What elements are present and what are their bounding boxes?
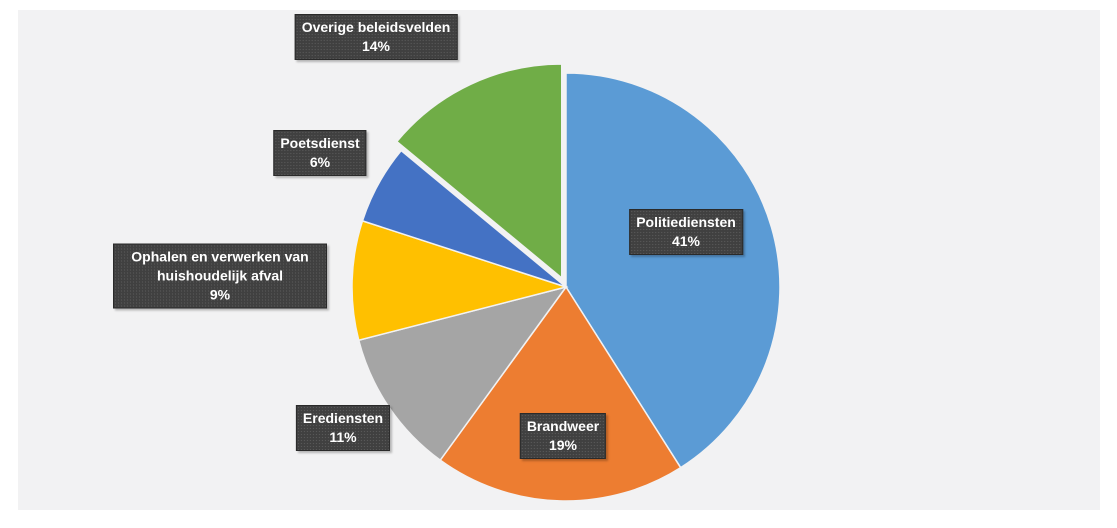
pie-slice	[439, 285, 682, 502]
category-label: Politiediensten	[636, 214, 736, 230]
value-label: 11%	[329, 429, 357, 445]
value-label: 6%	[309, 154, 331, 170]
category-label: Brandweer	[526, 418, 600, 434]
category-label: Overige beleidsvelden	[301, 19, 451, 35]
data-label: Politiediensten 41%	[629, 209, 743, 255]
pie-slice	[395, 63, 563, 280]
value-label: 41%	[671, 233, 701, 249]
category-label: Ophalen en verwerken van huishoudelijk a…	[131, 248, 309, 284]
category-label: Poetsdienst	[280, 135, 360, 151]
value-label: 14%	[361, 38, 391, 54]
data-label: Overige beleidsvelden 14%	[294, 14, 458, 60]
pie-slice	[565, 72, 781, 469]
data-label: Poetsdienst 6%	[273, 130, 367, 176]
value-label: 9%	[209, 286, 231, 303]
category-label: Erediensten	[302, 410, 384, 426]
pie-slice	[361, 149, 567, 288]
pie-slice	[351, 219, 569, 342]
value-label: 19%	[548, 437, 578, 453]
data-label: Erediensten 11%	[295, 405, 391, 451]
data-label: Ophalen en verwerken van huishoudelijk a…	[113, 243, 327, 309]
data-label: Brandweer 19%	[519, 413, 607, 459]
